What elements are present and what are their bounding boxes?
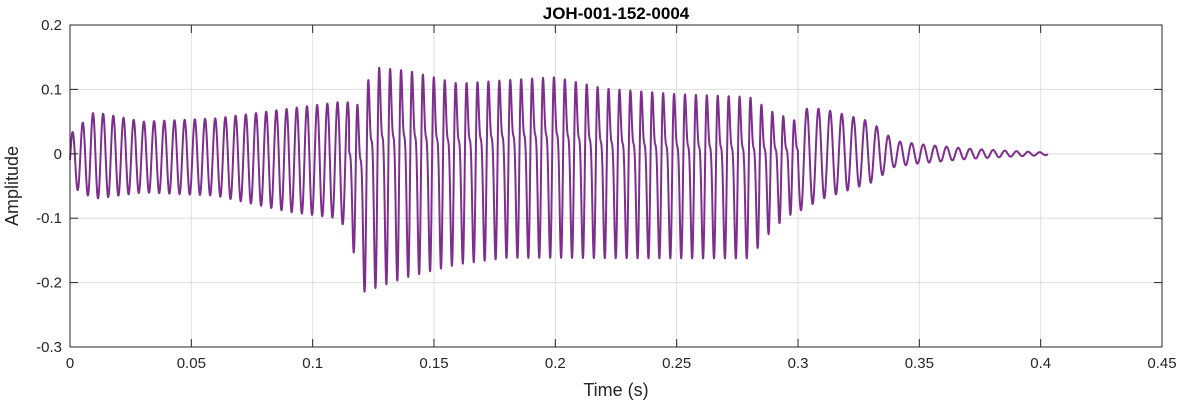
y-tick-label: 0.1 bbox=[41, 81, 62, 98]
series-layer bbox=[69, 66, 1049, 293]
y-tick-label: -0.3 bbox=[36, 339, 62, 356]
x-tick-label: 0.45 bbox=[1147, 355, 1176, 372]
axis-ticks: 0 0.05 0.1 0.15 0.2 0.25 0.3 0.35 0.4 0.45 -0.3 -0.… bbox=[36, 17, 1176, 372]
x-tick-label: 0.3 bbox=[788, 355, 809, 372]
x-tick-label: 0.4 bbox=[1030, 355, 1051, 372]
x-tick-label: 0.25 bbox=[662, 355, 691, 372]
y-axis-label: Amplitude bbox=[2, 146, 22, 226]
plot-area bbox=[70, 25, 1162, 347]
x-axis-label: Time (s) bbox=[583, 380, 648, 400]
x-tick-label: 0.35 bbox=[905, 355, 934, 372]
chart-title: JOH-001-152-0004 bbox=[543, 4, 690, 23]
y-tick-label: -0.1 bbox=[36, 210, 62, 227]
plot-frame bbox=[69, 24, 1163, 348]
x-tick-label: 0.1 bbox=[302, 355, 323, 372]
x-tick-label: 0.2 bbox=[545, 355, 566, 372]
x-tick-label: 0.15 bbox=[419, 355, 448, 372]
y-tick-label: 0 bbox=[54, 146, 62, 163]
waveform-series-line bbox=[69, 66, 1049, 293]
y-tick-label: 0.2 bbox=[41, 17, 62, 34]
x-tick-label: 0 bbox=[66, 355, 74, 372]
y-tick-label: -0.2 bbox=[36, 275, 62, 292]
x-tick-label: 0.05 bbox=[177, 355, 206, 372]
